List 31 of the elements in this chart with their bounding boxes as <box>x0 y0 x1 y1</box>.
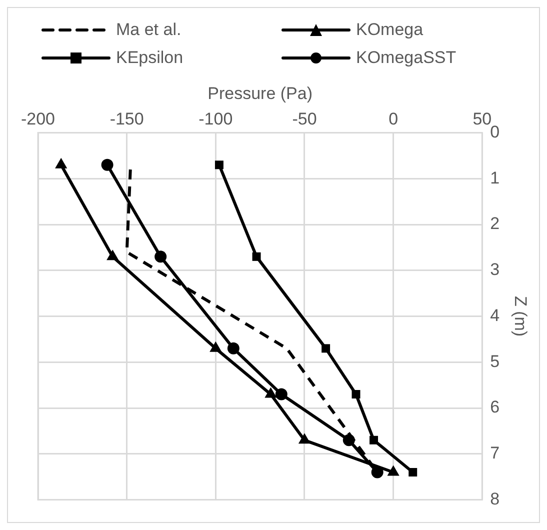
point <box>252 252 261 261</box>
point <box>154 250 167 263</box>
point <box>322 344 330 353</box>
y-tick-label: 2 <box>490 214 500 234</box>
x-tick-label: -50 <box>292 109 317 128</box>
point <box>227 342 240 354</box>
point <box>214 160 224 170</box>
x-tick-label: 50 <box>472 109 492 128</box>
legend-label: Ma et al. <box>116 20 182 40</box>
x-tick-label: -200 <box>20 109 56 128</box>
point <box>352 390 360 399</box>
y-tick-label: 8 <box>490 489 500 508</box>
y-tick-label: 7 <box>490 444 500 463</box>
legend-label: KOmegaSST <box>356 48 456 68</box>
point <box>275 388 288 400</box>
y-tick-label: 5 <box>490 352 500 371</box>
y-tick-label: 6 <box>490 398 500 417</box>
point <box>101 158 114 171</box>
y-axis-title: Z (m) <box>511 296 530 337</box>
legend-label: KOmega <box>356 20 424 40</box>
y-tick-label: 1 <box>490 168 500 188</box>
point <box>408 468 418 477</box>
y-tick-label: 3 <box>490 260 500 280</box>
x-tick-label: -150 <box>110 109 144 128</box>
x-tick-label: 0 <box>388 109 398 128</box>
legend-label: KEpsilon <box>116 48 184 68</box>
y-tick-label: 0 <box>490 122 500 142</box>
x-axis-title: Pressure (Pa) <box>208 84 313 103</box>
point <box>370 436 378 444</box>
x-tick-label: -100 <box>198 109 233 128</box>
y-tick-label: 4 <box>490 306 500 325</box>
